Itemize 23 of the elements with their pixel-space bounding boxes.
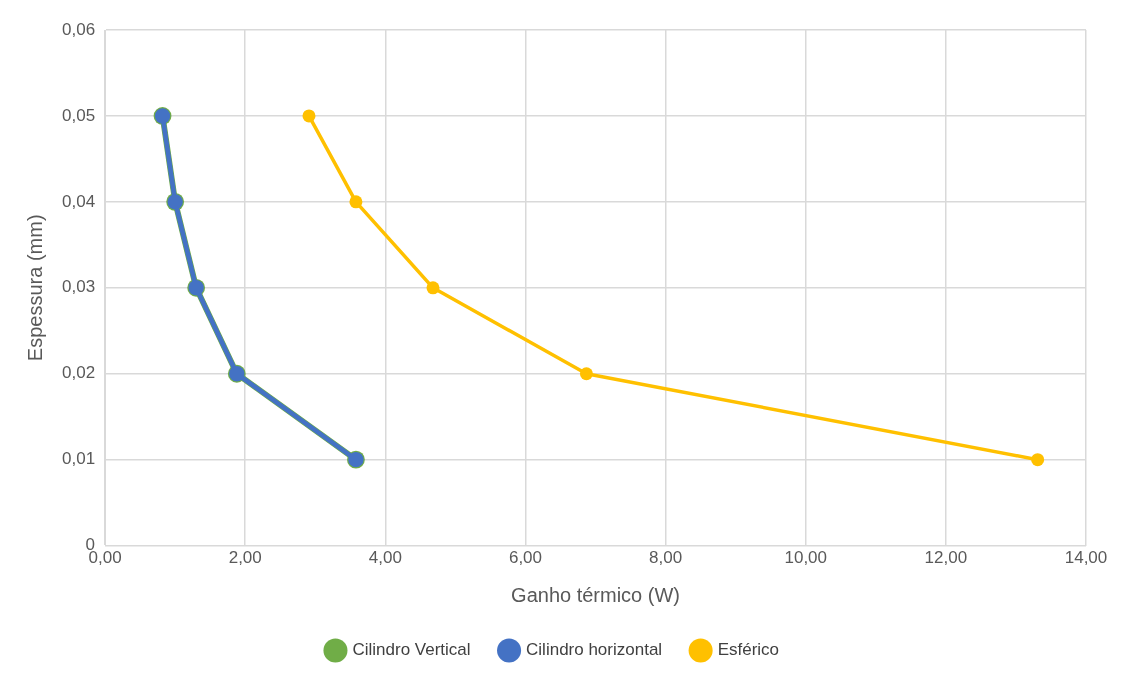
y-tick-label: 0,01: [61, 449, 96, 469]
x-tick-label: 14,00: [1064, 548, 1108, 568]
point: [302, 109, 316, 123]
point: [426, 281, 440, 295]
legend-label: Esférico: [717, 640, 780, 660]
y-tick-label: 0,06: [61, 19, 96, 39]
x-tick-label: 2,00: [228, 548, 262, 568]
x-tick-label: 12,00: [924, 548, 968, 568]
point: [1031, 453, 1045, 467]
y-tick-label: 0,02: [61, 363, 96, 383]
y-tick-label: 0,05: [61, 105, 96, 125]
legend-label: Cilindro Vertical: [352, 640, 471, 660]
point: [349, 195, 363, 209]
x-tick-label: 4,00: [368, 548, 402, 568]
y-tick-label: 0,03: [61, 277, 96, 297]
x-tick-label: 8,00: [649, 548, 683, 568]
point: [579, 367, 593, 381]
y-axis-title: Espessura (mm): [23, 214, 46, 362]
x-tick-label: 6,00: [508, 548, 543, 568]
x-axis-title: Ganho térmico (W): [511, 583, 681, 606]
y-tick-label: 0,04: [61, 191, 96, 211]
x-tick-label: 10,00: [784, 548, 828, 568]
legend-label: Cilindro horizontal: [526, 640, 663, 660]
